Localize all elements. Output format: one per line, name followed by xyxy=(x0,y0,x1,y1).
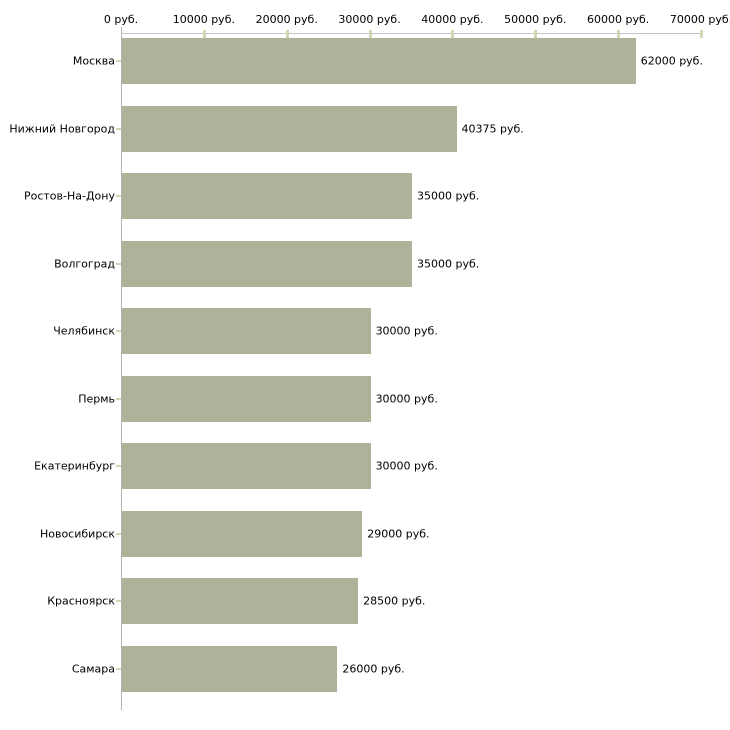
y-axis-tick-mark xyxy=(116,330,121,332)
y-axis-tick-mark xyxy=(116,532,121,535)
value-label: 29000 руб. xyxy=(367,526,430,540)
x-axis-tick-label: 30000 руб. xyxy=(338,13,401,26)
bar xyxy=(122,105,457,152)
category-label: Ростов-На-Дону xyxy=(23,189,115,203)
value-label: 28500 руб. xyxy=(363,594,426,608)
bar xyxy=(122,510,363,557)
x-axis-tick-label: 20000 руб. xyxy=(255,13,318,26)
x-axis-tick-mark xyxy=(285,30,289,38)
y-axis-tick-mark xyxy=(116,262,121,265)
value-label: 40375 руб. xyxy=(461,121,524,135)
x-axis-tick-mark xyxy=(700,30,703,38)
value-label: 62000 руб. xyxy=(640,54,703,68)
y-axis-tick-mark xyxy=(116,667,121,670)
bar xyxy=(122,173,412,219)
x-axis-tick-mark xyxy=(368,30,372,38)
bar xyxy=(122,645,338,692)
bar xyxy=(122,375,371,422)
x-axis-tick-mark xyxy=(451,30,455,38)
bar xyxy=(122,578,359,624)
category-label: Красноярск xyxy=(47,594,115,608)
x-axis-tick-mark xyxy=(534,30,538,38)
category-label: Челябинск xyxy=(53,324,115,338)
bar xyxy=(122,38,636,84)
bar xyxy=(122,443,371,489)
x-axis-tick-label: 70000 руб. xyxy=(669,13,730,26)
x-axis-tick-label: 10000 руб. xyxy=(172,13,235,26)
y-axis-tick-mark xyxy=(116,465,121,467)
value-label: 35000 руб. xyxy=(417,189,480,203)
y-axis-tick-mark xyxy=(116,600,121,602)
y-axis-tick-mark xyxy=(116,60,121,62)
category-label: Екатеринбург xyxy=(34,459,115,473)
x-axis-tick-mark xyxy=(617,30,621,38)
x-axis-tick-label: 50000 руб. xyxy=(504,13,567,26)
value-label: 30000 руб. xyxy=(375,391,438,405)
x-axis-tick-label: 0 руб. xyxy=(103,13,139,26)
bar xyxy=(122,308,371,354)
value-label: 30000 руб. xyxy=(375,459,438,473)
category-label: Нижний Новгород xyxy=(9,121,115,135)
category-label: Пермь xyxy=(78,391,115,405)
value-label: 26000 руб. xyxy=(342,661,405,675)
bar xyxy=(122,240,412,287)
x-axis-tick-label: 60000 руб. xyxy=(587,13,650,26)
y-axis-line xyxy=(121,27,122,710)
x-axis-tick-label: 40000 руб. xyxy=(421,13,484,26)
x-axis-line xyxy=(121,33,701,34)
x-axis-tick-mark xyxy=(202,30,206,38)
category-label: Новосибирск xyxy=(39,526,115,540)
y-axis-tick-mark xyxy=(116,397,121,400)
y-axis-tick-mark xyxy=(116,195,121,197)
category-label: Москва xyxy=(72,54,115,68)
value-label: 35000 руб. xyxy=(417,256,480,270)
category-label: Волгоград xyxy=(54,256,115,270)
value-label: 30000 руб. xyxy=(375,324,438,338)
y-axis-tick-mark xyxy=(116,127,121,130)
category-label: Самара xyxy=(71,661,115,675)
